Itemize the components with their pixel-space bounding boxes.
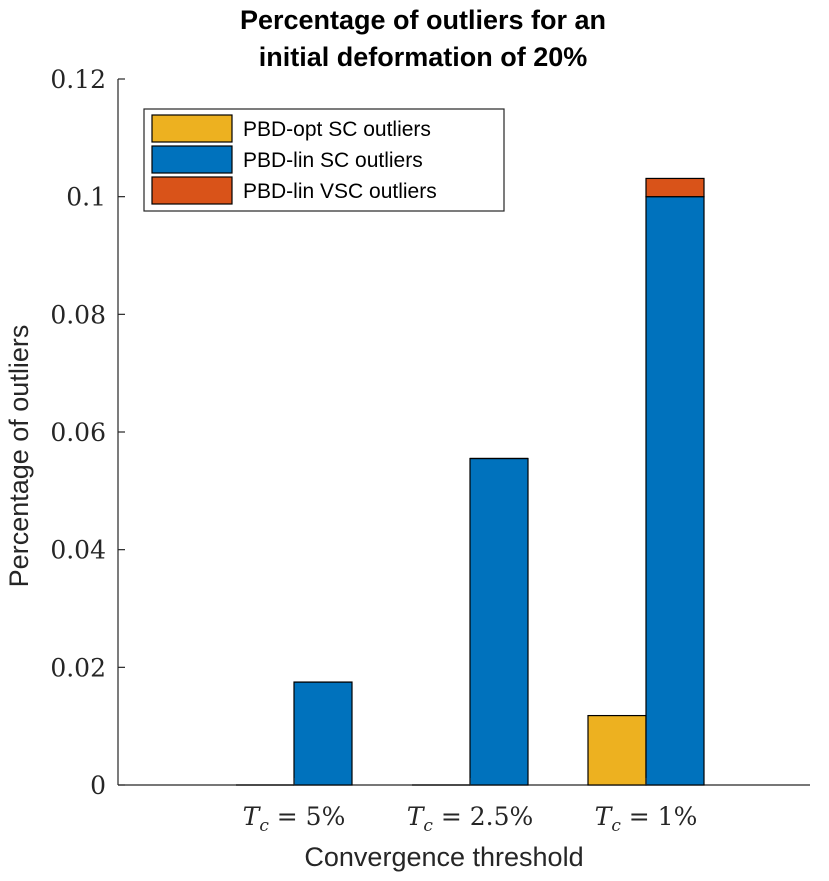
legend-swatch (151, 114, 233, 143)
bars (236, 177, 705, 786)
ticks: 0 0.02 0.04 0.06 0.08 0.1 0.12 Tc = 5% Tc = 2.5%… (50, 65, 697, 836)
bar (587, 714, 647, 786)
y-tick-label: 0.06 (50, 418, 106, 447)
x-tick-label: Tc = 5% (243, 802, 346, 836)
legend-label: PBD-lin VSC outliers (243, 180, 437, 203)
legend: PBD-opt SC outliers PBD-lin SC outliers PB… (143, 108, 505, 212)
bar (645, 196, 705, 786)
x-axis-label: Convergence threshold (304, 842, 583, 872)
bar (469, 457, 529, 786)
y-tick-label: 0.12 (50, 65, 106, 94)
x-tick-label: Tc = 2.5% (407, 802, 534, 836)
chart-title-line-1: Percentage of outliers for an (240, 5, 606, 35)
legend-swatch (151, 176, 233, 205)
bar (293, 681, 353, 786)
y-tick-label: 0.1 (66, 183, 106, 212)
y-tick-label: 0 (90, 771, 106, 800)
y-tick-label: 0.08 (50, 300, 106, 329)
legend-label: PBD-lin SC outliers (243, 149, 423, 172)
y-axis-label: Percentage of outliers (4, 325, 34, 588)
x-tick-label: Tc = 1% (595, 802, 698, 836)
chart-title-line-2: initial deformation of 20% (259, 42, 588, 72)
bar (645, 177, 705, 198)
y-tick-label: 0.04 (50, 536, 106, 565)
legend-label: PBD-opt SC outliers (243, 118, 431, 141)
chart-title: Percentage of outliers for an initial de… (240, 5, 606, 72)
legend-swatch (151, 145, 233, 174)
y-tick-label: 0.02 (50, 653, 106, 682)
